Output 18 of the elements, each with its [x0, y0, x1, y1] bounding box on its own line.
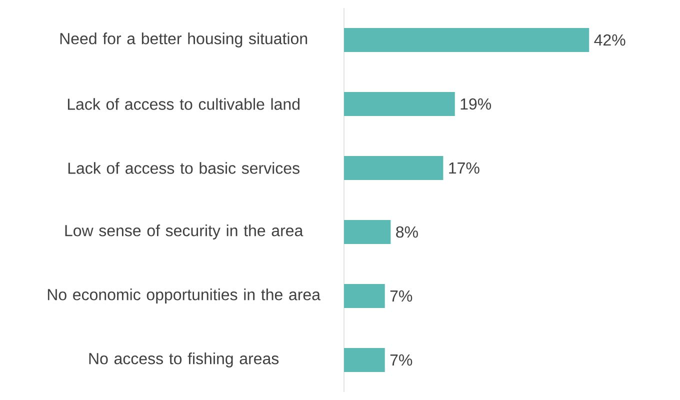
y-tick-label: No economic opportunities in the area	[48, 288, 320, 304]
y-tick-label: Low sense of security in the area	[65, 224, 304, 240]
y-tick-label: Lack of access to cultivable land	[68, 98, 300, 110]
data-label: 8%	[396, 226, 418, 238]
data-label: 7%	[390, 354, 412, 366]
y-tick-label: Lack of access to basic services	[68, 162, 300, 174]
bar	[344, 156, 444, 180]
data-label: 17%	[449, 162, 480, 174]
bar	[344, 220, 391, 244]
y-tick-label: Need for a better housing situation	[60, 32, 308, 48]
bar	[344, 348, 385, 372]
bar	[344, 284, 385, 308]
data-label: 42%	[594, 34, 626, 46]
bar	[344, 28, 590, 52]
y-tick-label: No access to fishing areas	[89, 352, 279, 368]
bar	[344, 92, 455, 116]
data-label: 19%	[460, 98, 492, 110]
data-label: 7%	[390, 290, 412, 302]
